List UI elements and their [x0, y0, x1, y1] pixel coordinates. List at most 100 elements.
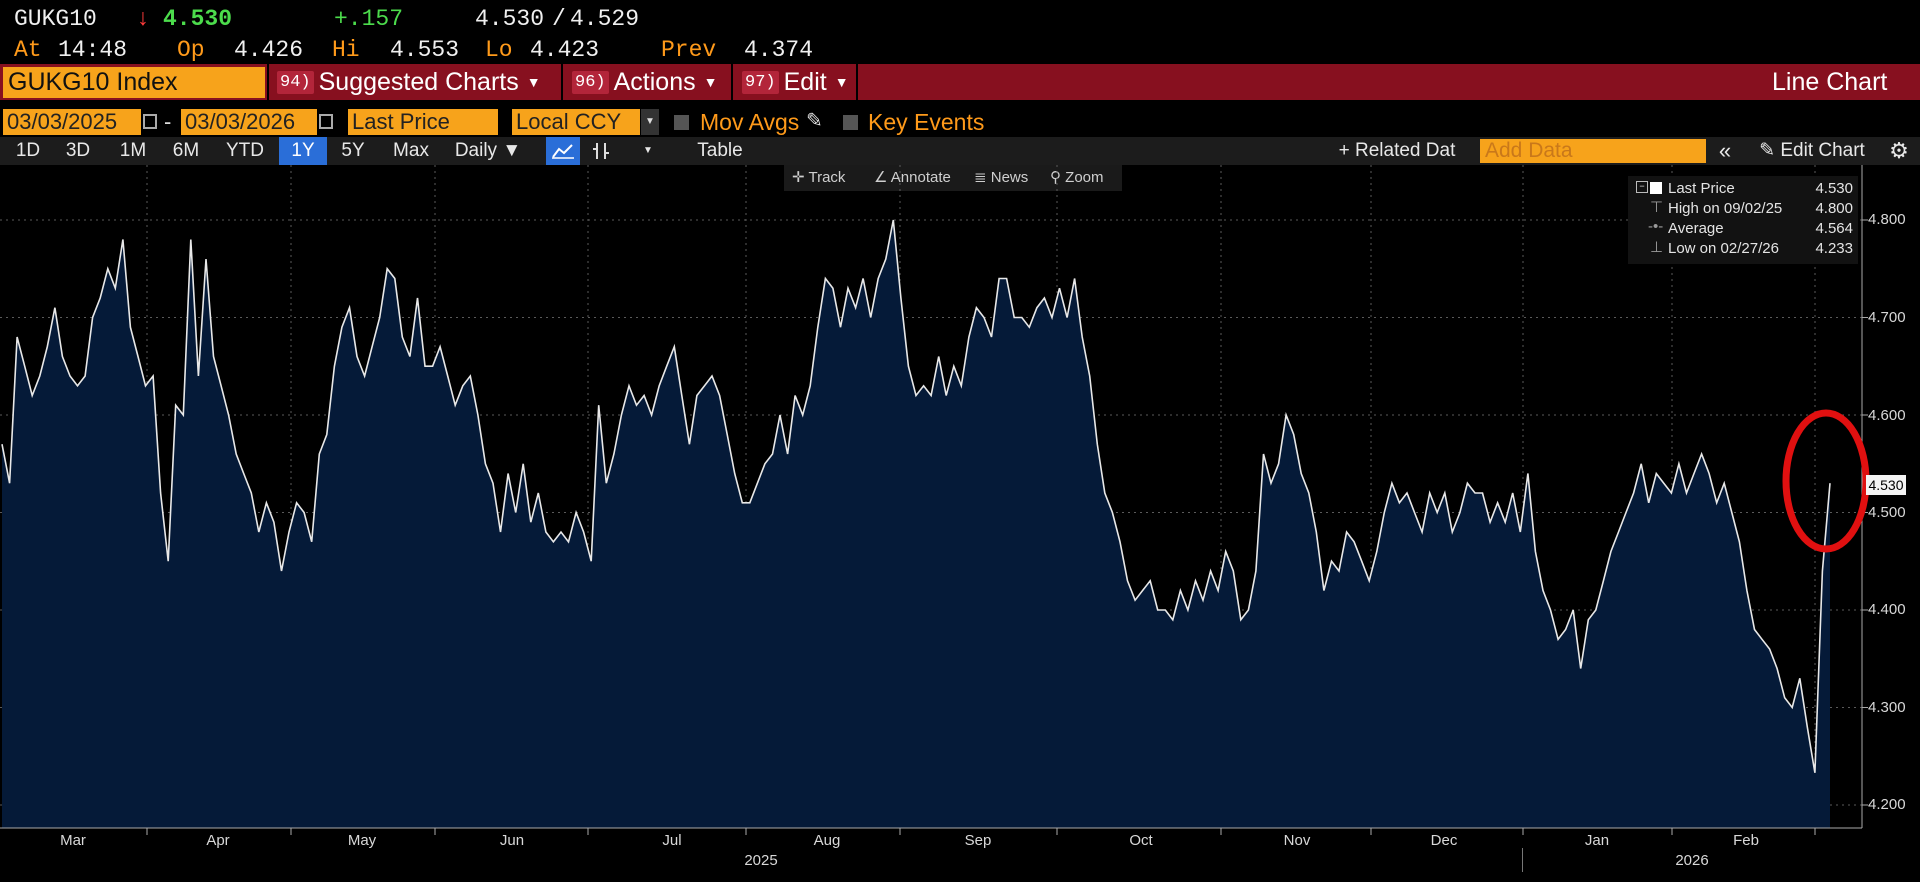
menu-bar: [0, 64, 1920, 100]
menu-number: 96): [572, 70, 609, 94]
series-color-swatch: [1650, 182, 1662, 194]
y-tick-label: 4.300: [1868, 699, 1906, 716]
legend-label: Last Price: [1668, 180, 1735, 197]
y-tick-label: 4.200: [1868, 796, 1906, 813]
mov-avgs-checkbox[interactable]: [674, 115, 689, 130]
edit-menu[interactable]: 97) Edit ▼: [742, 64, 849, 100]
period-6m[interactable]: 6M: [172, 140, 200, 161]
add-data-input[interactable]: Add Data: [1480, 139, 1706, 163]
menu-label: Actions: [613, 67, 696, 96]
menu-divider: [267, 64, 269, 100]
suggested-charts-menu[interactable]: 94) Suggested Charts ▼: [277, 64, 541, 100]
low-price: 4.423: [530, 37, 600, 63]
menu-number: 94): [277, 70, 314, 94]
menu-divider: [856, 64, 858, 100]
open-price: 4.426: [234, 37, 304, 63]
pencil-icon: ✎: [1759, 140, 1776, 161]
caret-down-icon[interactable]: ▼: [643, 145, 653, 156]
period-ytd[interactable]: YTD: [226, 140, 264, 161]
x-tick-label: Feb: [1733, 832, 1759, 849]
last-price: 4.530: [163, 6, 233, 32]
period-3d[interactable]: 3D: [65, 140, 91, 161]
legend-label: Low on 02/27/26: [1668, 240, 1779, 257]
security-field[interactable]: GUKG10 Index: [3, 67, 265, 98]
track-tool[interactable]: ✛ Track: [784, 165, 868, 191]
high-marker-icon: ⊤: [1650, 199, 1664, 216]
collapse-legend-icon[interactable]: −: [1636, 181, 1648, 193]
high-label: Hi: [332, 37, 360, 63]
legend-label: Average: [1668, 220, 1724, 237]
key-events-checkbox[interactable]: [843, 115, 858, 130]
period-1m[interactable]: 1M: [119, 140, 147, 161]
x-tick-label: Jan: [1584, 832, 1610, 849]
chart-legend: − Last Price 4.530 ⊤ High on 09/02/25 4.80…: [1628, 176, 1858, 264]
x-tick-label: Nov: [1283, 832, 1311, 849]
mov-avgs-label[interactable]: Mov Avgs: [700, 109, 800, 135]
crosshair-icon: ✛: [792, 169, 805, 186]
magnifier-icon: ⚲: [1050, 169, 1061, 186]
period-max[interactable]: Max: [393, 140, 429, 161]
annotate-tool[interactable]: ∠ Annotate: [868, 165, 968, 191]
start-date-input[interactable]: 03/03/2025: [3, 109, 141, 135]
y-tick-label: 4.600: [1868, 407, 1906, 424]
bar-chart-icon[interactable]: [584, 137, 618, 165]
year-label: 2026: [1675, 852, 1709, 869]
x-tick-label: Dec: [1430, 832, 1458, 849]
y-tick-label: 4.500: [1868, 504, 1906, 521]
collapse-icon[interactable]: «: [1718, 138, 1732, 163]
period-1y[interactable]: 1Y: [279, 137, 327, 165]
calendar-icon[interactable]: [143, 114, 157, 129]
ask-price: 4.529: [570, 6, 640, 32]
x-tick-label: Mar: [60, 832, 86, 849]
ticker-symbol: GUKG10: [14, 6, 97, 32]
actions-menu[interactable]: 96) Actions ▼: [572, 64, 717, 100]
news-icon: ≣: [974, 169, 987, 186]
line-chart-icon[interactable]: [546, 137, 580, 165]
at-label: At: [14, 37, 42, 63]
edit-chart-button[interactable]: ✎ Edit Chart: [1744, 137, 1880, 165]
open-label: Op: [177, 37, 205, 63]
edit-chart-label: Edit Chart: [1780, 140, 1865, 161]
menu-divider: [731, 64, 733, 100]
legend-label: High on 09/02/25: [1668, 200, 1783, 217]
low-label: Lo: [485, 37, 513, 63]
gear-icon[interactable]: ⚙: [1889, 138, 1909, 163]
chart-type-label: Line Chart: [1772, 67, 1888, 96]
menu-number: 97): [742, 70, 779, 94]
news-label: News: [990, 169, 1029, 186]
date-range-dash: -: [164, 109, 172, 134]
down-arrow-icon: ↓: [136, 6, 150, 32]
period-5y[interactable]: 5Y: [341, 140, 365, 161]
key-events-label[interactable]: Key Events: [868, 109, 985, 135]
bid-price: 4.530: [475, 6, 545, 32]
caret-down-icon: ▼: [834, 74, 849, 90]
prev-price: 4.374: [744, 37, 814, 63]
legend-value: 4.800: [1815, 200, 1853, 217]
y-tick-label: 4.800: [1868, 211, 1906, 228]
x-tick-label: May: [347, 832, 377, 849]
track-label: Track: [808, 169, 846, 186]
news-tool[interactable]: ≣ News: [968, 165, 1044, 191]
net-change: +.157: [334, 6, 404, 32]
period-1d[interactable]: 1D: [15, 140, 41, 161]
calendar-icon[interactable]: [319, 114, 333, 129]
frequency-select[interactable]: Daily ▼: [454, 140, 522, 161]
x-tick-label: Jul: [662, 832, 682, 849]
related-data-button[interactable]: + Related Dat: [1338, 140, 1456, 161]
year-label: 2025: [744, 852, 778, 869]
caret-down-icon[interactable]: ▼: [641, 109, 659, 135]
x-tick-label: Oct: [1129, 832, 1153, 849]
legend-value: 4.564: [1815, 220, 1853, 237]
currency-select[interactable]: Local CCY: [512, 109, 640, 135]
pencil-icon[interactable]: ✎: [806, 110, 823, 132]
price-field-select[interactable]: Last Price: [348, 109, 498, 135]
price-chart[interactable]: [0, 165, 1920, 882]
end-date-input[interactable]: 03/03/2026: [181, 109, 317, 135]
table-button[interactable]: Table: [697, 140, 743, 161]
legend-low-row: Low on 02/27/26 4.233: [1668, 240, 1853, 257]
caret-down-icon: ▼: [703, 74, 718, 90]
x-tick-label: Aug: [813, 832, 841, 849]
x-axis-ticks: [146, 828, 1816, 835]
high-price: 4.553: [390, 37, 460, 63]
last-price-badge: 4.530: [1866, 475, 1906, 495]
